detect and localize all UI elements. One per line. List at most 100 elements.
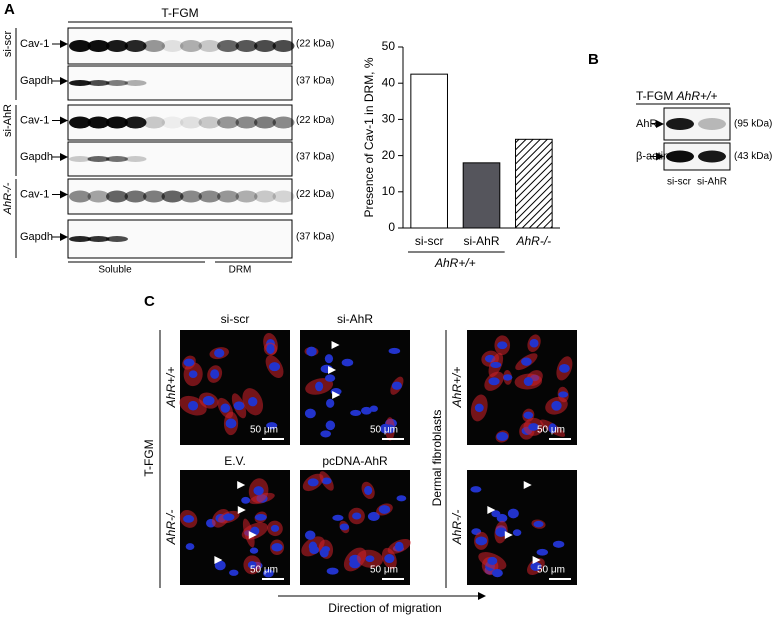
arrowhead	[214, 556, 223, 564]
blot-band	[87, 40, 110, 52]
nucleus	[559, 363, 570, 373]
blot-band	[106, 116, 128, 129]
blot-band	[666, 118, 694, 130]
blot-band	[217, 40, 239, 52]
blot-band	[217, 116, 239, 129]
nucleus	[490, 361, 502, 368]
blot-band	[87, 236, 110, 242]
protein-label: Cav-1	[20, 188, 49, 200]
nucleus	[495, 527, 507, 537]
blot-band	[143, 116, 165, 129]
blot-header: T-FGM	[161, 6, 198, 20]
nucleus	[341, 358, 354, 367]
nucleus	[521, 357, 532, 366]
nucleus	[304, 530, 316, 540]
blot-band	[272, 190, 295, 203]
bar	[515, 138, 553, 229]
nucleus	[502, 374, 513, 381]
blot-band	[69, 40, 91, 52]
blot-band	[124, 40, 147, 52]
blot-band	[217, 190, 239, 203]
scale-label: 50 μm	[250, 565, 278, 576]
nucleus	[214, 348, 225, 358]
y-tick-label: 10	[382, 184, 396, 198]
blot-band	[124, 80, 147, 86]
nucleus	[488, 377, 500, 386]
nucleus	[388, 347, 401, 355]
blot-band	[235, 40, 258, 52]
blot-band	[69, 156, 91, 162]
blot-band	[69, 116, 91, 129]
blot-band	[69, 236, 91, 242]
blot-band	[106, 236, 128, 242]
blot-band	[161, 40, 184, 52]
column-label: pcDNA-AhR	[322, 454, 388, 468]
nucleus	[266, 344, 275, 354]
nucleus	[253, 486, 264, 496]
nucleus	[349, 559, 361, 569]
bar	[462, 162, 501, 229]
arrowhead	[332, 391, 341, 399]
blot-band	[106, 80, 128, 86]
lane-label: si-AhR	[697, 177, 727, 188]
nucleus	[248, 397, 258, 407]
group-label: AhR-/-	[2, 182, 14, 215]
protein-label: Gapdh	[20, 151, 53, 163]
nucleus	[324, 374, 336, 382]
group-label: T-FGM	[142, 439, 156, 476]
nucleus	[512, 529, 522, 536]
size-label: (22 kDa)	[296, 189, 334, 200]
panel-label: B	[588, 51, 599, 68]
nucleus	[269, 362, 281, 372]
row-label: AhR-/-	[450, 510, 464, 546]
blot-band	[272, 116, 295, 129]
x-tick-label: si-scr	[415, 234, 444, 248]
arrowhead	[523, 481, 532, 489]
nucleus	[394, 541, 404, 552]
nucleus	[529, 338, 539, 348]
nucleus	[325, 420, 336, 431]
group-label: si-AhR	[2, 104, 14, 137]
blot-band	[87, 116, 110, 129]
nucleus	[487, 556, 498, 565]
nucleus	[185, 543, 195, 551]
nucleus	[229, 569, 239, 576]
nucleus	[241, 496, 251, 504]
nucleus	[523, 377, 533, 386]
nucleus	[320, 430, 332, 438]
blot-band	[143, 40, 165, 52]
y-tick-label: 40	[382, 75, 396, 89]
row-label: AhR-/-	[164, 510, 178, 546]
row-label: AhR+/+	[450, 367, 464, 409]
nucleus	[384, 554, 395, 564]
nucleus	[220, 403, 231, 413]
nucleus	[183, 358, 195, 367]
nucleus	[223, 513, 235, 521]
nucleus	[396, 495, 407, 502]
nucleus	[188, 400, 199, 411]
blot-band	[698, 150, 726, 163]
blot-band	[106, 156, 128, 162]
size-label: (43 kDa)	[734, 151, 772, 162]
nucleus	[475, 536, 488, 546]
row-label: AhR+/+	[164, 367, 178, 409]
blot-band	[87, 80, 110, 86]
protein-label: AhR	[636, 118, 657, 130]
nucleus	[326, 567, 339, 575]
panel-label: C	[144, 293, 155, 310]
arrowhead	[237, 506, 246, 514]
nucleus	[307, 478, 319, 487]
arrowhead	[504, 531, 513, 539]
nucleus	[530, 562, 542, 571]
nucleus	[391, 381, 402, 390]
arrowhead	[328, 366, 337, 374]
nucleus	[365, 555, 375, 563]
nucleus	[507, 508, 519, 519]
header-genotype: AhR+/+	[676, 89, 718, 103]
nucleus	[271, 543, 283, 552]
group-label: si-scr	[2, 31, 14, 58]
scale-label: 50 μm	[537, 425, 565, 436]
nucleus	[470, 486, 482, 493]
nucleus	[321, 477, 332, 485]
blot-band	[198, 190, 221, 203]
